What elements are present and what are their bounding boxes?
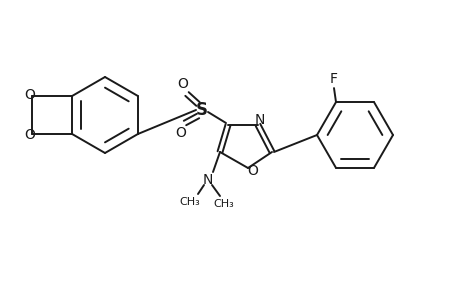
Text: O: O bbox=[177, 77, 188, 91]
Text: CH₃: CH₃ bbox=[213, 199, 234, 209]
Text: O: O bbox=[175, 126, 186, 140]
Text: F: F bbox=[329, 72, 337, 86]
Text: N: N bbox=[254, 113, 264, 127]
Text: N: N bbox=[202, 173, 213, 187]
Text: O: O bbox=[25, 88, 35, 102]
Text: O: O bbox=[25, 128, 35, 142]
Text: O: O bbox=[247, 164, 258, 178]
Text: S: S bbox=[196, 101, 207, 119]
Text: CH₃: CH₃ bbox=[179, 197, 200, 207]
